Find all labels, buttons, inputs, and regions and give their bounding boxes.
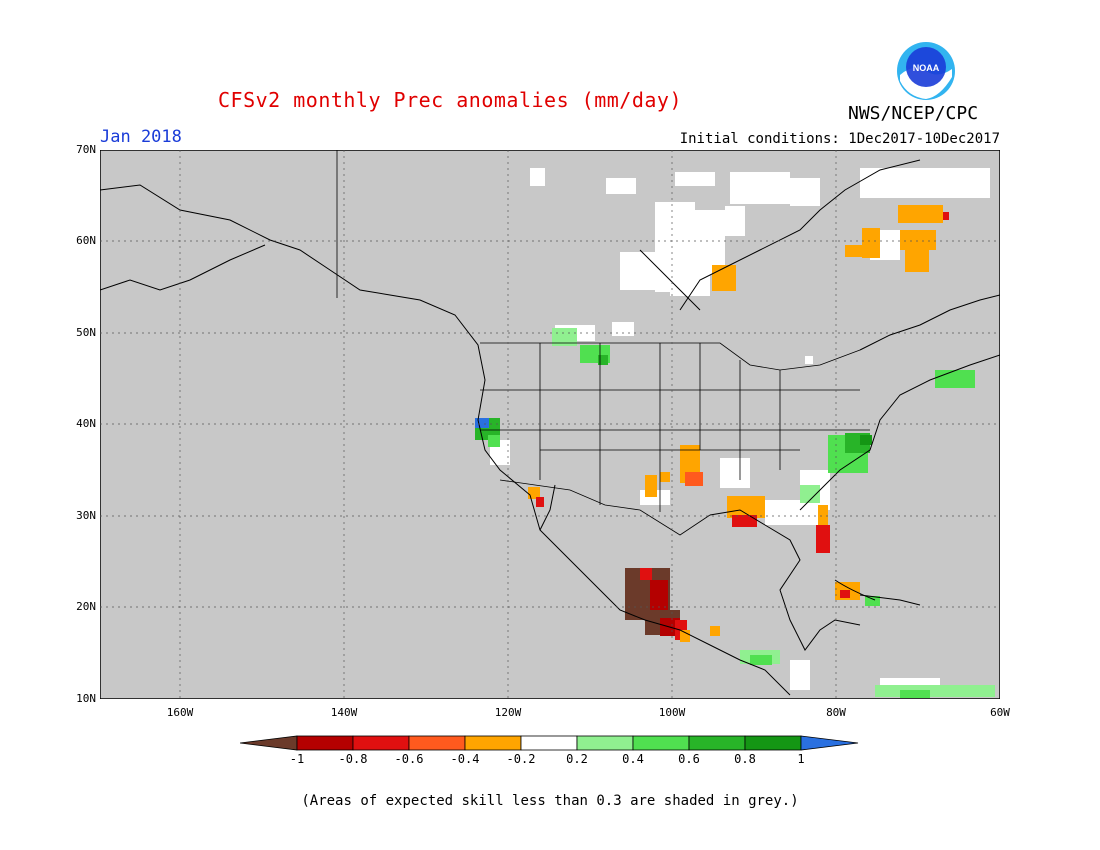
colorbar-label: -0.8 — [338, 752, 368, 766]
lon-label-160w: 160W — [166, 706, 194, 719]
colorbar-label: -1 — [289, 752, 305, 766]
lat-label-40n: 40N — [76, 417, 96, 430]
colorbar-box — [296, 735, 354, 751]
colorbar-box — [688, 735, 746, 751]
colorbar-box — [744, 735, 802, 751]
colorbar-label: 0.8 — [734, 752, 756, 766]
borders — [336, 150, 870, 536]
colorbar-box — [464, 735, 522, 751]
colorbar-label: 1 — [797, 752, 805, 766]
logo-text: NOAA — [913, 63, 940, 73]
colorbar — [240, 735, 859, 751]
colorbar-label: 0.2 — [566, 752, 588, 766]
lat-label-20n: 20N — [76, 600, 96, 613]
lon-label-100w: 100W — [658, 706, 686, 719]
colorbar-left-arrow — [240, 735, 298, 751]
valid-month: Jan 2018 — [100, 127, 182, 147]
colorbar-right-arrow — [800, 735, 859, 751]
map-title: CFSv2 monthly Prec anomalies (mm/day) — [217, 88, 683, 112]
colorbar-label: -0.4 — [450, 752, 480, 766]
lat-label-10n: 10N — [76, 692, 96, 705]
near-normal-areas — [490, 168, 990, 696]
agency-label: NWS/NCEP/CPC — [848, 103, 979, 124]
coastlines — [100, 159, 1000, 696]
lat-label-70n: 70N — [76, 143, 96, 156]
colorbar-label: 0.6 — [678, 752, 700, 766]
lon-label-80w: 80W — [826, 706, 846, 719]
anomaly-map — [100, 150, 1000, 699]
positive-areas — [475, 328, 995, 698]
negative-areas — [528, 205, 949, 642]
colorbar-box — [352, 735, 410, 751]
colorbar-box — [408, 735, 466, 751]
colorbar-box — [632, 735, 690, 751]
colorbar-box — [520, 735, 578, 751]
lon-label-60w: 60W — [990, 706, 1010, 719]
noaa-logo: NOAA — [896, 41, 956, 101]
lon-label-120w: 120W — [494, 706, 522, 719]
grid-lines — [100, 150, 1000, 699]
colorbar-label: -0.6 — [394, 752, 424, 766]
colorbar-box — [576, 735, 634, 751]
lat-label-30n: 30N — [76, 509, 96, 522]
map-background — [100, 150, 1000, 699]
colorbar-label: 0.4 — [622, 752, 644, 766]
lon-label-140w: 140W — [330, 706, 358, 719]
initial-conditions: Initial conditions: 1Dec2017-10Dec2017 — [679, 131, 1000, 147]
lat-label-50n: 50N — [76, 326, 96, 339]
colorbar-label: -0.2 — [506, 752, 536, 766]
lat-label-60n: 60N — [76, 234, 96, 247]
footnote: (Areas of expected skill less than 0.3 a… — [301, 793, 799, 809]
